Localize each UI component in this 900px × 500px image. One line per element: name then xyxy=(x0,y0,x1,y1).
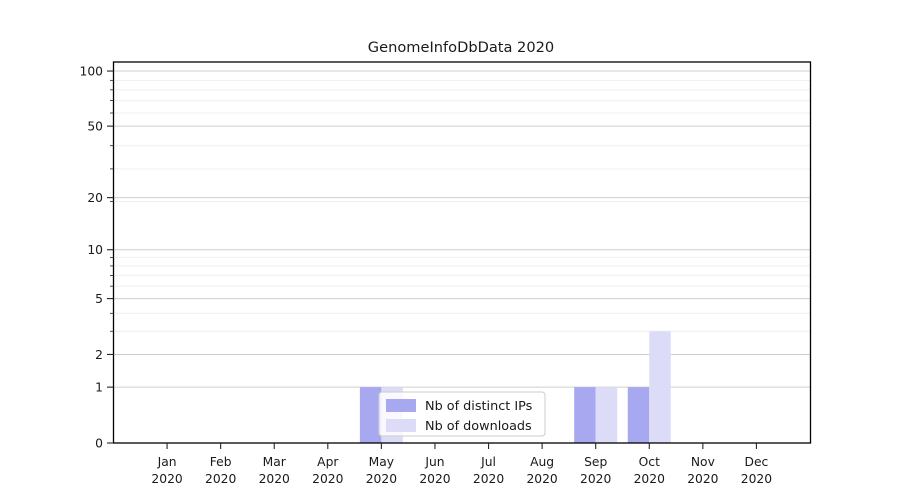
x-tick-label-year: 2020 xyxy=(419,472,450,486)
x-tick-label: May xyxy=(369,455,394,469)
x-tick-label: Jun xyxy=(424,455,444,469)
x-tick-label-year: 2020 xyxy=(580,472,611,486)
x-tick-label-year: 2020 xyxy=(366,472,397,486)
legend-swatch-distinct-ips xyxy=(386,399,416,412)
bar-distinct-ips-sep xyxy=(574,387,596,443)
bar-distinct-ips-oct xyxy=(627,387,650,443)
bar-downloads-sep xyxy=(595,387,618,443)
legend: Nb of distinct IPs Nb of downloads xyxy=(378,391,546,437)
x-tick-label-year: 2020 xyxy=(473,472,504,486)
bar-downloads-oct xyxy=(649,331,671,443)
y-tick-label: 20 xyxy=(87,191,103,205)
x-tick-label: Oct xyxy=(639,455,660,469)
x-tick-label: Jul xyxy=(480,455,496,469)
x-tick-label: Apr xyxy=(317,455,339,469)
x-tick-label-year: 2020 xyxy=(205,472,236,486)
y-tick-label: 50 xyxy=(87,119,103,133)
y-tick-label: 0 xyxy=(95,436,103,450)
bar-distinct-ips-may xyxy=(359,387,382,443)
x-tick-label: Mar xyxy=(263,455,287,469)
legend-swatch-downloads xyxy=(386,419,416,432)
x-tick-label-year: 2020 xyxy=(741,472,772,486)
legend-label-distinct-ips: Nb of distinct IPs xyxy=(425,399,533,414)
axis-ticks xyxy=(107,70,757,449)
legend-label-downloads: Nb of downloads xyxy=(425,419,532,434)
x-tick-label: Dec xyxy=(745,455,769,469)
x-tick-label-year: 2020 xyxy=(687,472,718,486)
y-tick-label: 2 xyxy=(95,348,103,362)
x-tick-label: Sep xyxy=(584,455,607,469)
x-tick-label: Feb xyxy=(210,455,232,469)
y-tick-label: 100 xyxy=(80,64,103,78)
y-axis-labels: 0 1 2 5 10 20 50 100 xyxy=(80,64,103,450)
x-tick-label-year: 2020 xyxy=(312,472,343,486)
x-axis-labels: Jan 2020 Feb 2020 Mar 2020 Apr 2020 May 2020 Jun 20… xyxy=(151,455,772,486)
legend-box xyxy=(378,391,546,437)
x-tick-label-year: 2020 xyxy=(151,472,182,486)
x-tick-label: Jan xyxy=(157,455,177,469)
gridlines-minor xyxy=(113,79,810,332)
x-tick-label: Aug xyxy=(530,455,554,469)
x-tick-label-year: 2020 xyxy=(259,472,290,486)
y-tick-label: 5 xyxy=(95,292,103,306)
y-tick-label: 10 xyxy=(87,243,103,257)
plot-frame xyxy=(112,61,812,444)
y-tick-label: 1 xyxy=(95,380,103,394)
x-tick-label-year: 2020 xyxy=(634,472,665,486)
x-tick-label: Nov xyxy=(691,455,715,469)
gridlines-major xyxy=(113,70,810,388)
chart-title: GenomeInfoDbData 2020 xyxy=(368,39,554,56)
x-tick-label-year: 2020 xyxy=(526,472,557,486)
